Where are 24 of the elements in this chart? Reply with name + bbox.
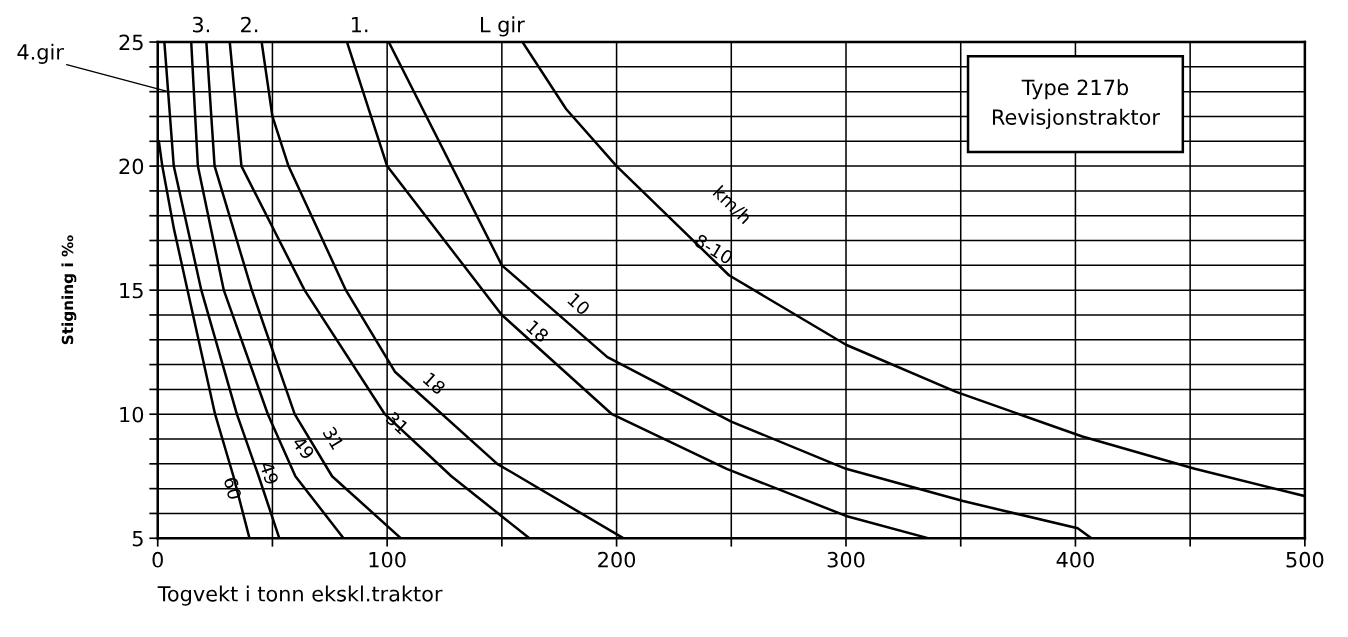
y-tick-label: 5 <box>132 530 143 547</box>
annotation: 18 <box>525 319 550 344</box>
y-tick-label: 15 <box>120 282 143 299</box>
text: 3. <box>192 16 209 33</box>
annotation: 10 <box>567 292 591 316</box>
annotation: 4.gir <box>17 43 64 64</box>
y-tick-label: 25 <box>119 34 143 51</box>
annotation: 18 <box>422 371 447 396</box>
x-tick-label: 100 <box>369 551 406 568</box>
y-tick-label: 10 <box>120 406 144 423</box>
annotation: 31 <box>322 426 345 451</box>
text: Type 217b Revisjonstraktor <box>993 79 1160 129</box>
x-tick-label: 500 <box>1286 551 1324 568</box>
x-tick-label: 300 <box>827 551 865 568</box>
x-axis-title: Togvekt i tonn ekskl.traktor <box>157 585 443 606</box>
x-tick-label: 0 <box>152 551 163 568</box>
y-axis-title: Stigning i ‰ <box>61 235 77 345</box>
y-tick-label: 20 <box>119 158 144 175</box>
text: L gir <box>481 16 525 37</box>
text: 2. <box>241 16 258 33</box>
x-tick-label: 200 <box>598 551 636 568</box>
x-tick-label: 400 <box>1056 551 1094 568</box>
text: 1. <box>351 16 368 33</box>
annotation: 49 <box>291 435 316 461</box>
